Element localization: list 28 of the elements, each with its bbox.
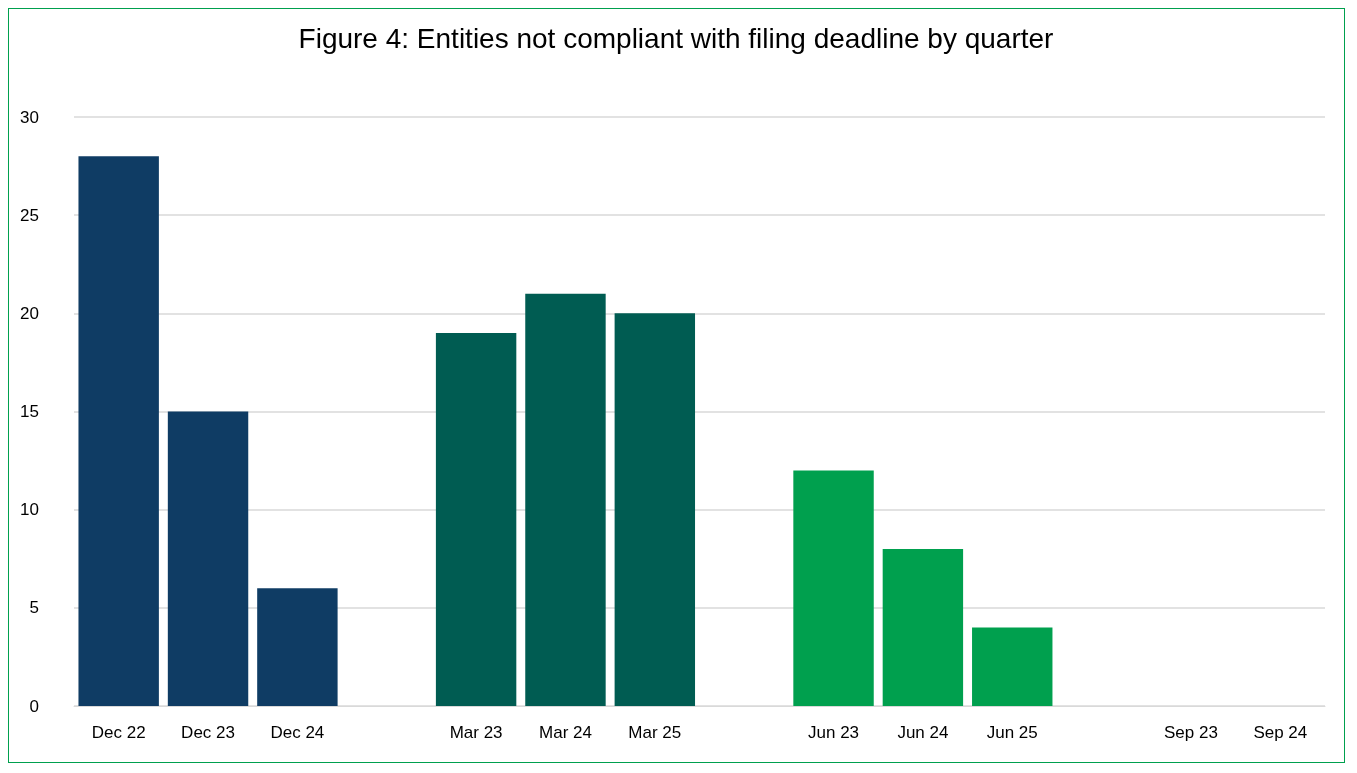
x-tick-label: Mar 23 [449,723,503,742]
y-tick-label: 25 [20,205,39,225]
x-tick-label: Jun 24 [897,723,949,742]
bar [882,548,964,706]
x-tick-label: Jun 23 [808,723,860,742]
bar [972,627,1053,706]
y-tick-label: 5 [29,598,39,618]
bar [167,411,249,706]
bar [257,588,338,706]
x-tick-label: Jun 25 [986,723,1038,742]
y-tick-label: 15 [20,402,39,421]
y-tick-label: 0 [29,696,39,716]
chart-title: Figure 4: Entities not compliant with filing deadline by quarter [298,22,1054,54]
y-tick-label: 10 [20,500,39,520]
x-tick-label: Dec 24 [270,723,325,742]
bar [525,293,606,706]
x-tick-label: Mar 24 [539,723,592,742]
bar [614,313,696,706]
x-tick-label: Dec 22 [91,723,146,742]
x-tick-label: Sep 24 [1253,723,1308,742]
bar [78,156,159,706]
x-tick-label: Dec 23 [181,723,235,742]
bar [435,332,517,706]
x-tick-label: Mar 25 [628,723,682,742]
y-tick-label: 30 [20,107,39,127]
x-tick-label: Sep 23 [1164,723,1218,742]
y-tick-label: 20 [20,303,39,323]
bar [793,470,874,706]
